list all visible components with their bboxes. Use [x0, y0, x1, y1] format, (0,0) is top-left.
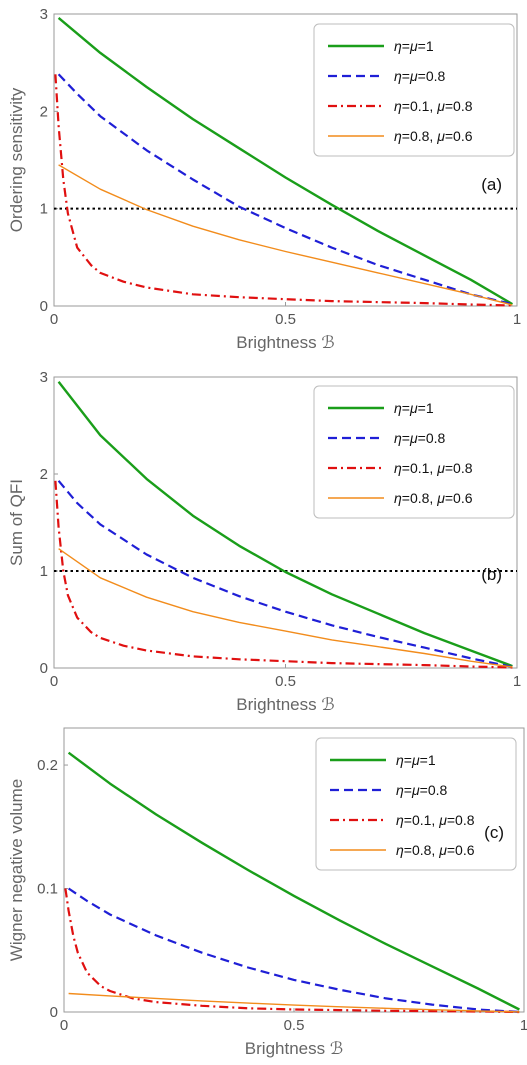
y-tick-label: 3 — [40, 6, 48, 23]
legend: η=μ=1 η=μ=0.8 η=0.1, μ=0.8 η=0.8, μ=0.6 — [313, 23, 515, 157]
legend-label: η=0.8, μ=0.6 — [396, 842, 475, 858]
y-tick-label: 0 — [50, 1004, 58, 1021]
legend-label: η=μ=0.8 — [394, 68, 445, 84]
y-axis-title: Wigner negative volume — [7, 779, 26, 961]
y-tick-label: 0 — [40, 298, 48, 315]
x-tick-label: 0.5 — [284, 1017, 305, 1034]
legend-label: η=μ=1 — [396, 752, 436, 768]
x-tick-label: 0 — [50, 311, 58, 328]
series-line-4 — [58, 164, 513, 306]
y-axis-title: Sum of QFI — [7, 479, 26, 566]
y-tick-label: 2 — [40, 466, 48, 483]
x-tick-label: 0 — [60, 1017, 68, 1034]
legend-label: η=0.1, μ=0.8 — [394, 460, 473, 476]
legend: η=μ=1 η=μ=0.8 η=0.1, μ=0.8 η=0.8, μ=0.6 — [315, 737, 517, 871]
panel-label: (c) — [484, 823, 504, 842]
legend: η=μ=1 η=μ=0.8 η=0.1, μ=0.8 η=0.8, μ=0.6 — [313, 385, 515, 519]
series-line-4 — [58, 548, 513, 668]
series-line-2 — [67, 887, 520, 1014]
panel-label: (a) — [481, 175, 502, 194]
y-axis-title: Ordering sensitivity — [7, 87, 26, 232]
series-line-2 — [57, 480, 513, 669]
y-tick-label: 1 — [40, 563, 48, 580]
x-axis-title: Brightness ℬ — [245, 1039, 343, 1058]
x-tick-label: 1 — [513, 673, 521, 690]
x-tick-label: 1 — [513, 311, 521, 328]
series-line-4 — [68, 992, 520, 1013]
series-line-1 — [57, 381, 513, 668]
y-tick-label: 0.2 — [37, 757, 58, 774]
y-tick-label: 0 — [40, 660, 48, 677]
y-tick-label: 1 — [40, 201, 48, 218]
x-axis-title: Brightness ℬ — [236, 333, 334, 352]
legend-label: η=μ=0.8 — [394, 430, 445, 446]
legend-box — [315, 737, 517, 871]
legend-label: η=μ=1 — [394, 400, 434, 416]
y-tick-label: 0.1 — [37, 881, 58, 898]
legend-label: η=μ=1 — [394, 38, 434, 54]
legend-label: η=0.1, μ=0.8 — [396, 812, 475, 828]
y-tick-label: 3 — [40, 369, 48, 386]
series-line-1 — [57, 16, 514, 306]
x-tick-label: 0.5 — [275, 311, 296, 328]
chart-panel-3: 0 0.5 1 0 0.1 0.2 Brightness ℬ Wigner negative … — [7, 727, 527, 1058]
legend-box — [313, 385, 515, 519]
legend-label: η=0.8, μ=0.6 — [394, 128, 473, 144]
series-line-3 — [64, 888, 520, 1014]
legend-label: η=0.1, μ=0.8 — [394, 98, 473, 114]
series-line-1 — [67, 751, 520, 1011]
series-line-3 — [54, 74, 513, 307]
panel-label: (b) — [481, 565, 502, 584]
x-tick-label: 0 — [50, 673, 58, 690]
x-axis-title: Brightness ℬ — [236, 695, 334, 714]
legend-box — [313, 23, 515, 157]
y-tick-label: 2 — [40, 103, 48, 120]
chart-panel-1: 0 0.5 1 0 1 2 3 Brightness ℬ Ordering sensitivit… — [7, 6, 521, 352]
x-tick-label: 0.5 — [275, 673, 296, 690]
legend-label: η=μ=0.8 — [396, 782, 447, 798]
legend-label: η=0.8, μ=0.6 — [394, 490, 473, 506]
x-tick-label: 1 — [520, 1017, 527, 1034]
